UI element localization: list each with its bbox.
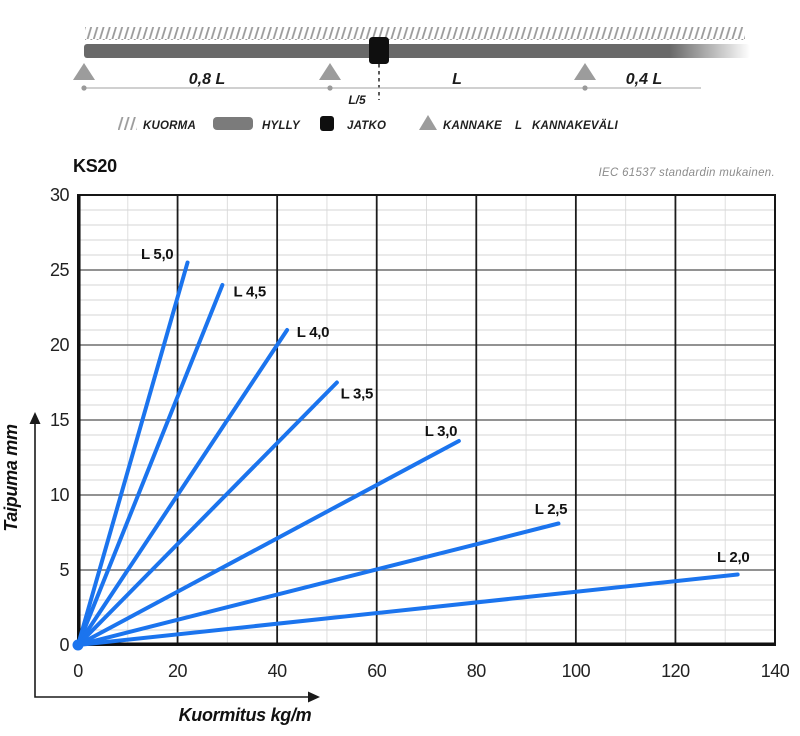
series-line (76, 328, 290, 647)
y-axis-arrowhead-icon (29, 412, 41, 424)
y-tick-labels: 0 5 10 15 20 25 30 (50, 185, 70, 655)
series-label: L 2,0 (717, 549, 749, 566)
x-tick-label: 120 (661, 661, 690, 681)
series-lines (72, 260, 740, 651)
y-tick-label: 30 (50, 185, 70, 205)
series-label: L 3,5 (341, 386, 373, 403)
series-line (76, 380, 339, 647)
plot-border (77, 194, 776, 646)
y-tick-label: 20 (50, 335, 70, 355)
series-line (76, 260, 190, 647)
joint-offset-label: L/5 (348, 93, 366, 107)
chart-title: KS20 (73, 156, 117, 176)
series-line (76, 439, 461, 647)
load-hatch-icon (118, 117, 137, 130)
joint-marker (369, 37, 389, 64)
support-icon (419, 115, 437, 130)
origin-dot (72, 639, 84, 651)
x-tick-label: 100 (562, 661, 591, 681)
joint-icon (320, 116, 334, 131)
series-label: L 3,0 (425, 423, 457, 440)
chart-note: IEC 61537 standardin mukainen. (599, 167, 776, 179)
dimension-dot-mid (327, 85, 333, 91)
series-line (76, 283, 225, 647)
legend-label-kuorma: KUORMA (143, 120, 196, 132)
shelf-icon (213, 117, 253, 130)
legend-label-kannakevali: KANNAKEVÄLI (532, 119, 619, 132)
series-label: L 4,0 (297, 324, 329, 341)
support-triangle-right (574, 63, 596, 80)
x-tick-labels: 0 20 40 60 80 100 120 140 (73, 661, 790, 681)
x-tick-label: 0 (73, 661, 83, 681)
y-tick-label: 5 (59, 560, 69, 580)
load-hatch-strip (85, 27, 745, 40)
series-line (76, 521, 561, 647)
x-tick-label: 80 (467, 661, 487, 681)
span-label-right: 0,4 L (626, 71, 662, 88)
x-tick-label: 40 (268, 661, 288, 681)
diagram-legend: KUORMA HYLLY JATKO KANNAKE L KANNAKEVÄLI (118, 115, 619, 132)
x-tick-label: 140 (761, 661, 790, 681)
legend-label-kannake: KANNAKE (443, 120, 502, 132)
y-tick-label: 10 (50, 485, 70, 505)
series-line (76, 572, 740, 647)
series-labels: L 5,0 L 4,5 L 4,0 L 3,5 L 3,0 L 2,5 L 2,0 (141, 246, 750, 566)
y-tick-label: 0 (59, 635, 69, 655)
dimension-dot-right (582, 85, 588, 91)
legend-label-hylly: HYLLY (262, 120, 301, 132)
x-axis-arrowhead-icon (308, 691, 320, 703)
legend-symbol-l: L (515, 120, 522, 132)
series-label: L 5,0 (141, 246, 173, 263)
span-label-mid: L (452, 71, 462, 88)
chart: KS20 IEC 61537 standardin mukainen. L 5,… (1, 156, 790, 725)
y-axis-title: Taipuma mm (1, 424, 21, 532)
y-tick-label: 15 (50, 410, 70, 430)
x-tick-label: 20 (168, 661, 188, 681)
beam-diagram: 0,8 L L 0,4 L L/5 (73, 27, 750, 107)
x-tick-label: 60 (367, 661, 387, 681)
grid-major (78, 195, 775, 645)
x-axis-title: Kuormitus kg/m (179, 705, 312, 725)
series-label: L 2,5 (535, 501, 567, 518)
shelf-beam (84, 44, 750, 58)
support-triangle-mid (319, 63, 341, 80)
span-label-left: 0,8 L (189, 71, 225, 88)
y-tick-label: 25 (50, 260, 70, 280)
support-triangle-left (73, 63, 95, 80)
legend-label-jatko: JATKO (347, 120, 386, 132)
axis-arrows-line (34, 422, 310, 698)
series-label: L 4,5 (234, 284, 266, 301)
dimension-dot-left (81, 85, 87, 91)
